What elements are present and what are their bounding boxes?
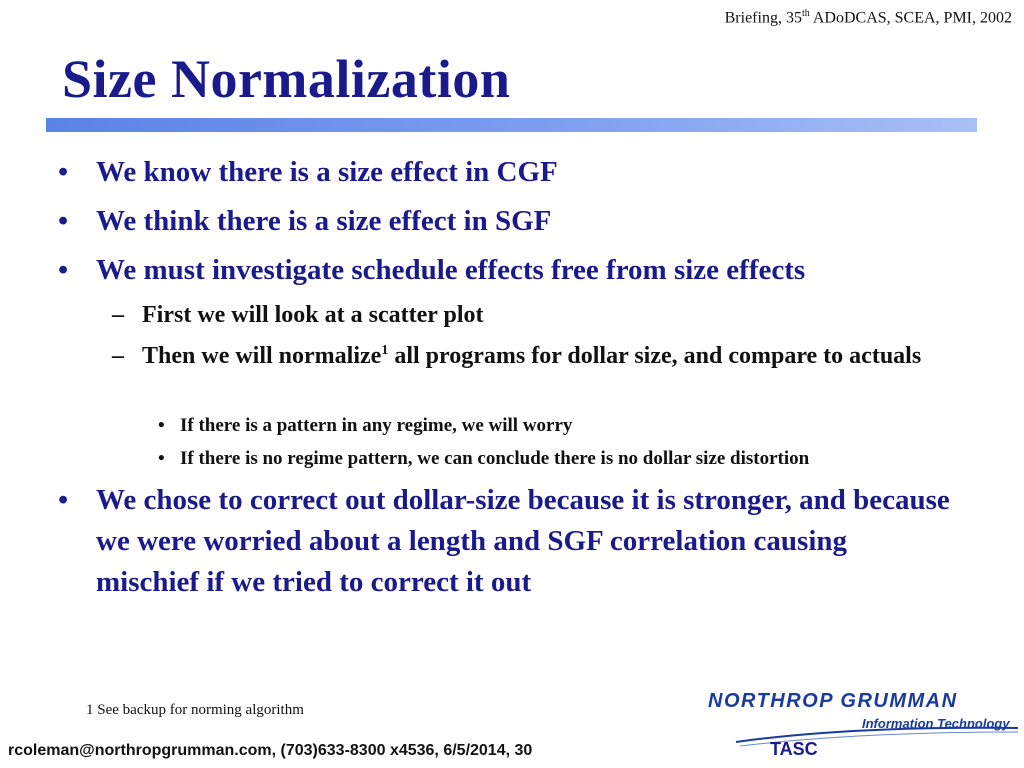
- sub-sub-bullet-2: • If there is no regime pattern, we can …: [158, 442, 960, 476]
- bullet-marker: •: [58, 156, 69, 188]
- logo-swoosh-icon: [735, 726, 1019, 747]
- logo-company: NORTHROP GRUMMAN: [708, 690, 958, 712]
- bullet-marker: •: [58, 484, 69, 516]
- bullet-2: • We think there is a size effect in SGF: [58, 201, 956, 242]
- dash-marker: –: [112, 302, 124, 328]
- briefing-header-suffix: ADoDCAS, SCEA, PMI, 2002: [809, 9, 1012, 27]
- briefing-header: Briefing, 35th ADoDCAS, SCEA, PMI, 2002: [725, 8, 1012, 27]
- bullet-3-text: We must investigate schedule effects fre…: [96, 254, 806, 286]
- footer-contact: rcoleman@northropgrumman.com, (703)633-8…: [8, 742, 533, 759]
- slide-title: Size Normalization: [62, 49, 511, 109]
- sub-sub-bullet-2-text: If there is no regime pattern, we can co…: [180, 448, 810, 469]
- sub-sub-bullet-1: • If there is a pattern in any regime, w…: [158, 409, 960, 443]
- briefing-header-prefix: Briefing, 35: [724, 9, 802, 27]
- bullet-1-text: We know there is a size effect in CGF: [96, 156, 558, 188]
- title-divider-bar: [46, 118, 977, 132]
- bullet-4: • We chose to correct out dollar-size be…: [58, 480, 956, 603]
- sub-bullet-3-2-post: all programs for dollar size, and compar…: [388, 343, 922, 369]
- footnote-ref: 1: [381, 343, 389, 358]
- bullet-2-text: We think there is a size effect in SGF: [96, 205, 552, 237]
- bullet-1: • We know there is a size effect in CGF: [58, 152, 956, 193]
- logo-unit: TASC: [770, 739, 818, 759]
- logo-division: Information Technology: [862, 716, 1010, 731]
- dash-marker: –: [112, 343, 124, 369]
- sub-bullet-3-1: – First we will look at a scatter plot: [112, 298, 962, 332]
- sub-bullet-3-2-pre: Then we will normalize: [142, 343, 382, 369]
- bullet-4-text: We chose to correct out dollar-size beca…: [96, 484, 950, 598]
- northrop-grumman-logo: NORTHROP GRUMMAN Information Technology …: [700, 686, 1020, 766]
- footnote: 1 See backup for norming algorithm: [86, 702, 304, 718]
- bullet-marker: •: [58, 205, 69, 237]
- briefing-header-sup: th: [801, 8, 810, 19]
- bullet-marker: •: [158, 448, 165, 469]
- sub-bullet-3-2: – Then we will normalize1 all programs f…: [112, 339, 962, 373]
- bullet-marker: •: [58, 254, 69, 286]
- bullet-marker: •: [158, 415, 165, 436]
- sub-bullet-3-1-text: First we will look at a scatter plot: [142, 302, 484, 328]
- bullet-3: • We must investigate schedule effects f…: [58, 250, 956, 291]
- sub-sub-bullet-1-text: If there is a pattern in any regime, we …: [180, 415, 573, 436]
